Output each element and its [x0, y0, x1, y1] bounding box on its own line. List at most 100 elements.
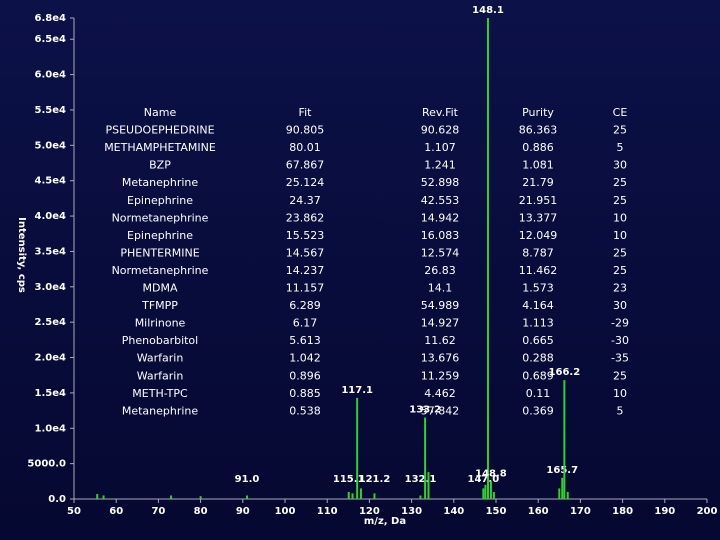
table-cell: 1.113 — [522, 317, 554, 330]
x-axis-title: m/z, Da — [364, 516, 406, 527]
y-tick-label: 5000.0 — [27, 459, 66, 470]
table-cell: 25 — [613, 264, 627, 277]
table-cell: 23 — [613, 282, 627, 295]
table-cell: -30 — [611, 334, 629, 347]
x-tick-label: 130 — [401, 506, 422, 517]
table-cell: 0.538 — [289, 404, 321, 417]
x-tick-label: 180 — [612, 506, 633, 517]
table-cell: 25 — [613, 369, 627, 382]
x-tick-label: 110 — [317, 506, 338, 517]
table-cell: METH-TPC — [132, 387, 188, 400]
table-cell: 25 — [613, 176, 627, 189]
x-tick-label: 120 — [359, 506, 380, 517]
table-cell: 23.862 — [286, 211, 325, 224]
peak-label: 148.1 — [472, 5, 504, 16]
table-cell: 16.083 — [421, 229, 460, 242]
y-tick-label: 3.0e4 — [35, 282, 66, 293]
table-cell: -29 — [611, 317, 629, 330]
table-cell: 13.377 — [519, 211, 558, 224]
table-cell: 14.237 — [286, 264, 325, 277]
x-tick-label: 150 — [486, 506, 507, 517]
table-cell: Epinephrine — [127, 229, 193, 242]
x-tick-label: 50 — [67, 506, 81, 517]
table-cell: PSEUDOEPHEDRINE — [105, 124, 214, 137]
table-cell: 24.37 — [289, 194, 321, 207]
x-tick-label: 190 — [654, 506, 675, 517]
y-tick-label: 1.0e4 — [35, 423, 66, 434]
y-tick-label: 6.8e4 — [35, 13, 66, 24]
y-tick-label: 2.5e4 — [35, 317, 66, 328]
table-cell: 5 — [617, 404, 624, 417]
table-cell: 10 — [613, 387, 627, 400]
table-cell: 0.369 — [522, 404, 554, 417]
table-cell: 11.259 — [421, 369, 460, 382]
table-cell: 0.896 — [289, 369, 321, 382]
table-cell: 52.898 — [421, 176, 460, 189]
table-cell: 6.17 — [293, 317, 318, 330]
table-cell: 11.157 — [286, 282, 325, 295]
x-tick-label: 140 — [443, 506, 464, 517]
table-cell: 13.676 — [421, 352, 460, 365]
y-tick-label: 6.0e4 — [35, 70, 66, 81]
table-cell: -35 — [611, 352, 629, 365]
peak-label: 115.1 — [333, 474, 365, 485]
peak-label: 121.2 — [359, 474, 391, 485]
y-tick-label: 0.0 — [48, 494, 66, 505]
table-cell: 21.79 — [522, 176, 554, 189]
table-cell: 54.989 — [421, 299, 460, 312]
table-cell: 67.867 — [286, 159, 325, 172]
table-cell: Warfarin — [137, 352, 184, 365]
table-cell: 6.289 — [289, 299, 321, 312]
table-cell: 0.885 — [289, 387, 321, 400]
table-cell: 0.689 — [522, 369, 554, 382]
table-cell: 1.107 — [424, 141, 456, 154]
table-cell: 12.574 — [421, 246, 460, 259]
peak-label: 117.1 — [341, 385, 373, 396]
y-tick-label: 4.5e4 — [35, 176, 66, 187]
table-cell: Phenobarbitol — [122, 334, 198, 347]
table-cell: 10 — [613, 229, 627, 242]
table-cell: 0.11 — [526, 387, 551, 400]
table-cell: TFMPP — [141, 299, 178, 312]
table-cell: 11.62 — [424, 334, 456, 347]
x-tick-label: 160 — [528, 506, 549, 517]
table-header: Purity — [522, 106, 554, 119]
table-cell: 42.553 — [421, 194, 460, 207]
table-cell: 10 — [613, 211, 627, 224]
x-tick-label: 60 — [109, 506, 123, 517]
y-tick-label: 3.5e4 — [35, 246, 66, 257]
table-cell: 14.942 — [421, 211, 460, 224]
table-cell: 1.241 — [424, 159, 456, 172]
peak-label: 147.0 — [468, 474, 500, 485]
table-cell: 4.462 — [424, 387, 456, 400]
table-cell: 30 — [613, 159, 627, 172]
table-cell: 90.628 — [421, 124, 460, 137]
table-cell: PHENTERMINE — [120, 246, 199, 259]
table-cell: 26.83 — [424, 264, 456, 277]
table-cell: Metanephrine — [122, 404, 199, 417]
x-tick-label: 200 — [697, 506, 718, 517]
table-cell: 8.787 — [522, 246, 554, 259]
table-cell: 25.124 — [286, 176, 325, 189]
table-header: CE — [613, 106, 628, 119]
table-cell: 30 — [613, 299, 627, 312]
table-cell: 25 — [613, 246, 627, 259]
table-cell: 1.573 — [522, 282, 554, 295]
table-cell: Normetanephrine — [112, 211, 209, 224]
table-header: Name — [144, 106, 177, 119]
table-cell: 15.523 — [286, 229, 325, 242]
table-header: Rev.Fit — [422, 106, 459, 119]
peak-label: 133.2 — [409, 405, 441, 416]
table-cell: 4.164 — [522, 299, 554, 312]
table-cell: 5 — [617, 141, 624, 154]
table-cell: 14.567 — [286, 246, 325, 259]
table-cell: 57.842 — [421, 404, 460, 417]
table-cell: 80.01 — [289, 141, 321, 154]
table-cell: Milrinone — [135, 317, 186, 330]
table-cell: 25 — [613, 194, 627, 207]
x-tick-label: 170 — [570, 506, 591, 517]
table-cell: Epinephrine — [127, 194, 193, 207]
table-cell: MDMA — [143, 282, 178, 295]
table-cell: 0.665 — [522, 334, 554, 347]
table-cell: 1.042 — [289, 352, 321, 365]
